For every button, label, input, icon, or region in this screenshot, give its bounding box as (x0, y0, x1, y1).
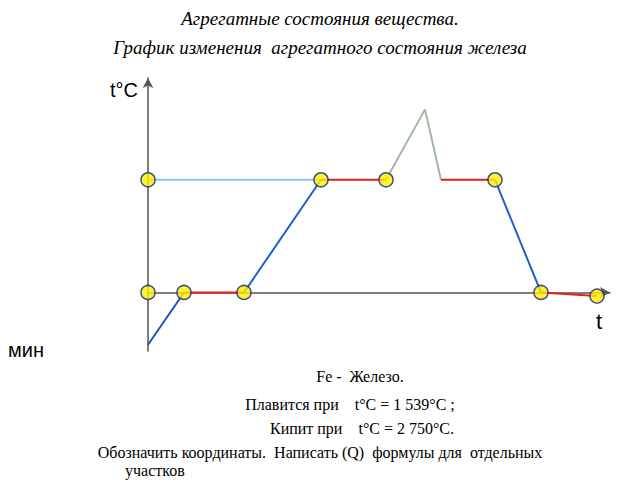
svg-text:участков: участков (125, 462, 185, 480)
svg-text:Агрегатные состояния вещества.: Агрегатные состояния вещества. (179, 8, 458, 29)
svg-text:Fe - Железо.: Fe - Железо. (316, 368, 403, 385)
svg-text:t°C: t°C (110, 79, 138, 101)
svg-text:t: t (596, 309, 602, 334)
svg-text:мин: мин (8, 339, 44, 361)
svg-text:Плавится при t°C = 1 539°C: Плавится при t°C = 1 539°C ; (245, 396, 455, 414)
svg-text:Обозначить координаты. Написа: Обозначить координаты. Написать (Q) форм… (98, 444, 543, 462)
svg-text:График изменения агрегатного: График изменения агрегатного состояния ж… (112, 37, 527, 58)
svg-text:Кипит при t°C = 2 750°C.: Кипит при t°C = 2 750°C. (270, 420, 454, 438)
